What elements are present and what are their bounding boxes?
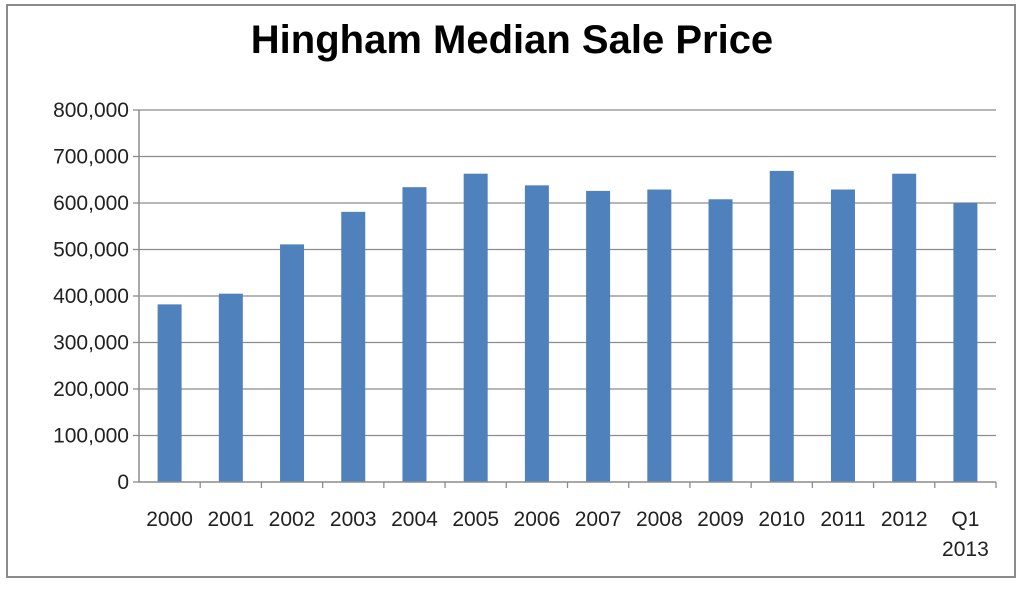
bar bbox=[647, 189, 672, 482]
x-tick-label: 2002 bbox=[269, 508, 316, 531]
y-tick-label: 0 bbox=[117, 471, 129, 494]
axes bbox=[138, 110, 997, 488]
tick-labels: 0 100,000 200,000 300,000 400,000 500,000 600,… bbox=[53, 99, 989, 561]
x-tick-label: 2003 bbox=[330, 508, 377, 531]
bar bbox=[892, 173, 917, 482]
x-tick-label: 2000 bbox=[146, 508, 193, 531]
x-tick-label: 2010 bbox=[758, 508, 805, 531]
bar bbox=[402, 187, 427, 482]
y-tick-label: 600,000 bbox=[53, 192, 129, 215]
x-tick-label: 2011 bbox=[820, 508, 865, 531]
bar bbox=[708, 199, 733, 482]
bar bbox=[524, 185, 549, 482]
x-tick-label: 2001 bbox=[207, 508, 254, 531]
bar bbox=[218, 293, 243, 482]
bar bbox=[586, 190, 611, 482]
y-tick-label: 400,000 bbox=[53, 285, 129, 308]
bar bbox=[280, 244, 305, 482]
bars bbox=[157, 170, 978, 483]
bar bbox=[953, 203, 978, 482]
bar bbox=[157, 304, 182, 482]
x-tick-label: 2012 bbox=[881, 508, 928, 531]
chart-title: Hingham Median Sale Price bbox=[250, 18, 774, 62]
y-tick-label: 200,000 bbox=[53, 378, 129, 401]
y-tick-label: 500,000 bbox=[53, 239, 129, 262]
bar bbox=[769, 170, 794, 483]
y-tick-label: 800,000 bbox=[53, 99, 129, 122]
x-tick-label: 2007 bbox=[575, 508, 622, 531]
bar bbox=[463, 173, 488, 482]
x-tick-label: 2004 bbox=[391, 508, 438, 531]
x-tick-label: 2013 bbox=[942, 538, 989, 561]
y-tick-label: 100,000 bbox=[53, 425, 129, 448]
y-tick-label: 300,000 bbox=[53, 332, 129, 355]
bar bbox=[830, 189, 855, 482]
y-tick-label: 700,000 bbox=[53, 146, 129, 169]
x-tick-label: 2009 bbox=[697, 508, 744, 531]
x-tick-label: Q1 bbox=[951, 508, 979, 531]
gridlines bbox=[133, 109, 996, 483]
x-tick-label: 2006 bbox=[514, 508, 561, 531]
x-tick-label: 2008 bbox=[636, 508, 683, 531]
x-tick-label: 2005 bbox=[452, 508, 499, 531]
bar bbox=[341, 211, 366, 482]
